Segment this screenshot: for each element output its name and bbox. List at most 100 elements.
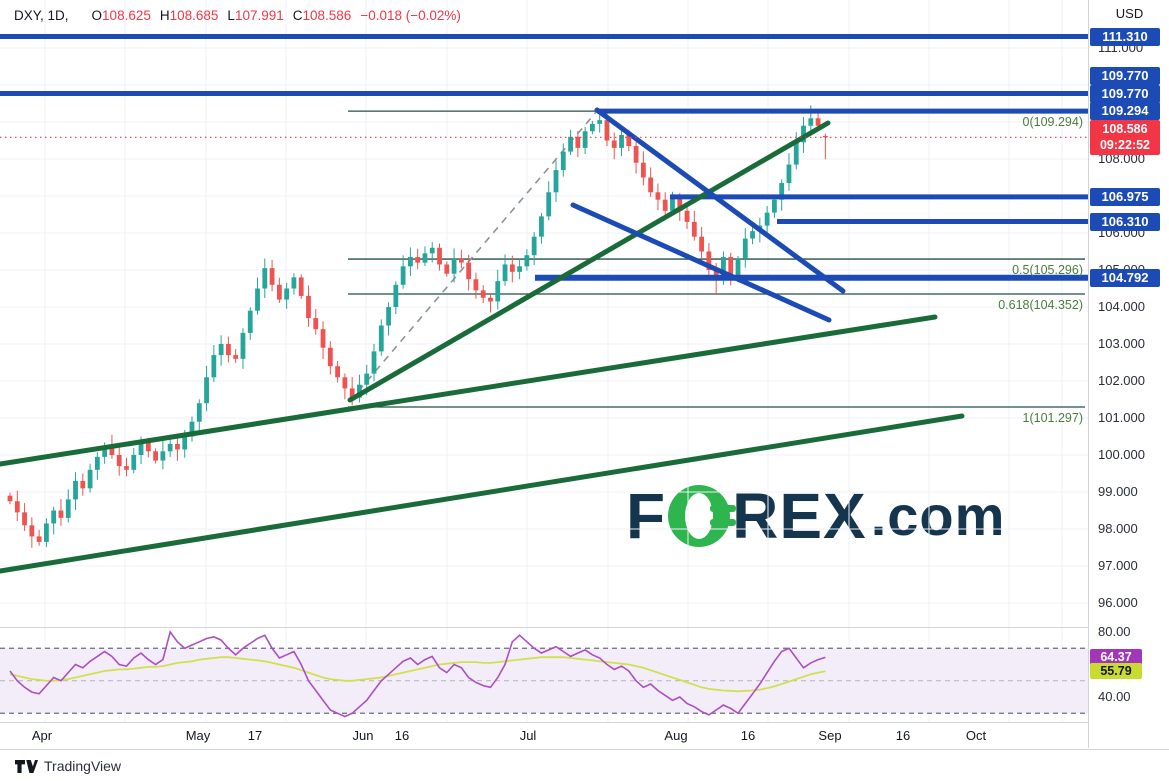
candle-body [437,247,442,265]
trendline-green [347,120,831,403]
time-tick-label[interactable]: Apr [31,728,53,743]
candle-body [22,512,27,526]
candle-body [73,480,78,500]
price-axis[interactable]: USD 111.000110.000109.000108.000107.0001… [1088,0,1169,748]
rsi-line [9,630,826,718]
candle-body [51,510,57,524]
candle-body [189,421,195,437]
candle-body [793,142,799,165]
trendline-blue [570,202,832,323]
chart-pane[interactable] [0,0,1088,748]
candle-body [233,355,239,359]
candle-body [342,377,348,389]
candle-body [517,266,522,272]
trendline-green [0,314,938,467]
time-tick-label[interactable]: 16 [740,728,756,743]
candle-body [473,279,479,291]
time-tick-label[interactable]: 16 [394,728,410,743]
candle-body [298,277,304,296]
candle-body [691,221,697,237]
ohlc-open: O108.625 [91,8,151,23]
candle-body [335,366,340,378]
fib-trendline-dashed [349,110,598,402]
forexcom-watermark: F REX .com [626,484,1005,548]
candle-body [415,257,421,263]
candle-body [779,183,785,200]
candle-body [269,268,275,285]
price-tick-label: 100.000 [1098,447,1145,462]
candle-body [560,151,566,171]
price-tick-label: 98.000 [1098,521,1138,536]
ohlc-low: L107.991 [227,8,284,23]
candle-body [94,456,100,470]
candle-body [764,212,770,226]
candle-body [670,197,675,211]
last-update-time: 09:22:52 [1099,138,1151,153]
price-tick-label: 97.000 [1098,558,1138,573]
price-badge-104792: 104.792 [1090,268,1160,287]
time-tick-label[interactable]: Sep [818,728,842,743]
candle-body [640,162,646,178]
time-tick-label[interactable]: Aug [664,728,688,743]
candle-body [218,344,224,356]
candle-body [138,442,144,455]
candle-body [662,199,668,211]
time-tick-label[interactable]: Jun [352,728,374,743]
price-tick-label: 103.000 [1098,336,1145,351]
price-tick-label: 101.000 [1098,410,1145,425]
time-tick-label[interactable]: Jul [519,728,537,743]
time-axis[interactable]: Apr May 17 Jun 16 Jul Aug 16 Sep 16 Oct [0,722,1169,750]
candle-body [87,469,93,489]
candle-body [735,258,741,280]
symbol-legend: DXY, 1D, O108.625 H108.685 L107.991 C108… [14,8,461,23]
candle-body [706,251,712,270]
candle-body [160,451,166,461]
candle-body [488,297,493,302]
candle-body [116,455,122,467]
time-tick-label[interactable]: 16 [895,728,911,743]
candle-body [226,344,231,356]
candle-body [357,384,362,398]
time-tick-label[interactable]: May [185,728,211,743]
candle-body [531,236,537,256]
candle-body [29,525,35,537]
price-tick-label: 99.000 [1098,484,1138,499]
candle-body [742,238,748,259]
candle-body [590,123,595,132]
tradingview-attribution[interactable]: TradingView [14,758,121,774]
candle-body [721,257,726,276]
candle-body [408,257,413,267]
candle-body [386,307,391,326]
candle-body [597,120,603,124]
symbol-title[interactable]: DXY, 1D, [14,8,69,23]
rsi-ma-line [9,656,826,693]
time-tick-label[interactable]: Oct [965,728,987,743]
candle-body [313,318,319,330]
fib-level-label: 0.5(105.296) [1012,263,1083,278]
candle-body [495,281,501,302]
candle-body [276,284,282,300]
change-value: −0.018 (−0.02%) [360,8,461,23]
candle-body [175,443,180,450]
candle-body [153,451,158,461]
candle-body [808,118,814,126]
candle-body [619,134,624,148]
candle-body [284,288,290,300]
axis-currency-label: USD [1115,6,1144,21]
candle-body [422,253,428,263]
candle-body [167,443,173,452]
forex-o-logo-icon [668,485,737,547]
candle-body [786,164,792,184]
candle-body [684,210,690,222]
candle-body [458,258,464,263]
candle-body [36,536,42,542]
trendline-blue [594,107,846,294]
time-tick-label[interactable]: 17 [247,728,263,743]
candle-body [546,192,552,217]
pane-separator[interactable] [0,627,1169,628]
candle-body [677,197,683,211]
price-badge-109770: 109.770 [1090,67,1160,85]
tradingview-brand-text: TradingView [44,758,122,774]
candle-body [14,501,20,513]
